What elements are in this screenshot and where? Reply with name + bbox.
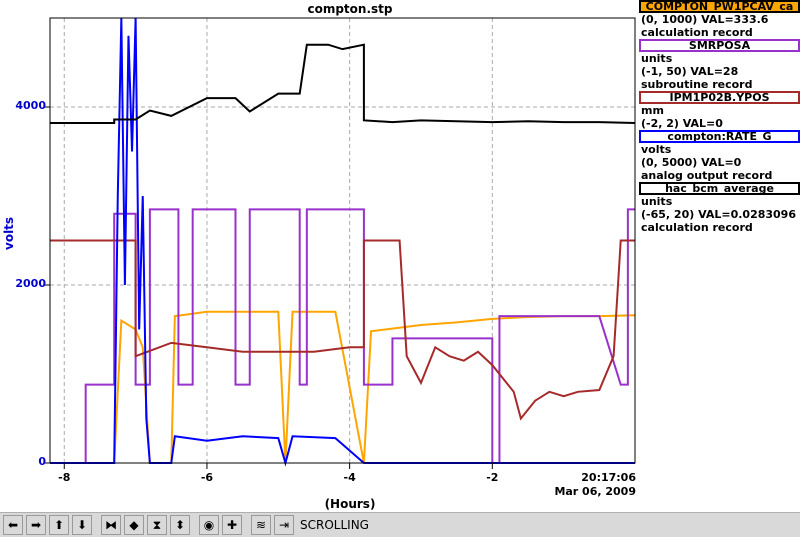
autoscale-icon: ◉ bbox=[203, 518, 215, 532]
timestamp-time: 20:17:06 bbox=[581, 471, 636, 484]
arrow-down-button[interactable]: ⬇ bbox=[72, 515, 92, 535]
y-tick-label: 4000 bbox=[15, 99, 46, 112]
plot-frame bbox=[49, 17, 636, 464]
legend-entry[interactable]: hac_bcm_average units (-65, 20) VAL=0.0283… bbox=[639, 182, 800, 234]
zoom-in-vertical-icon: ⧗ bbox=[152, 518, 162, 532]
legend-detail: subroutine record bbox=[641, 78, 753, 91]
series-line-ipm1p02b-ypos bbox=[50, 239, 635, 421]
y-tick-label: 2000 bbox=[15, 277, 46, 290]
legend-detail: calculation record bbox=[641, 221, 753, 234]
legend-detail: units bbox=[641, 195, 673, 208]
legend-detail: volts bbox=[641, 143, 672, 156]
x-tick-label: -4 bbox=[343, 471, 356, 484]
zoom-in-horizontal-button[interactable]: ⧓ bbox=[101, 515, 121, 535]
arrow-up-button[interactable]: ⬆ bbox=[49, 515, 69, 535]
scroll-mode-button[interactable]: ⇥ bbox=[274, 515, 294, 535]
tick-layer bbox=[45, 106, 493, 469]
arrow-left-icon: ⬅ bbox=[7, 518, 19, 532]
zoom-out-vertical-button[interactable]: ⬍ bbox=[170, 515, 190, 535]
legend-detail: (-1, 50) VAL=28 bbox=[641, 65, 739, 78]
arrow-up-icon: ⬆ bbox=[53, 518, 65, 532]
legend-detail: (0, 1000) VAL=333.6 bbox=[641, 13, 769, 26]
zoom-in-horizontal-icon: ⧓ bbox=[105, 518, 117, 532]
legend-label[interactable]: IPM1P02B.YPOS bbox=[639, 91, 800, 104]
zoom-in-vertical-button[interactable]: ⧗ bbox=[147, 515, 167, 535]
legend-label[interactable]: COMPTON_PW1PCAV_ca bbox=[639, 0, 800, 13]
series-line-hac-bcm-average bbox=[50, 43, 636, 125]
timestamp-date: Mar 06, 2009 bbox=[554, 485, 636, 498]
legend-detail: analog output record bbox=[641, 169, 773, 182]
arrow-right-icon: ➡ bbox=[30, 518, 42, 532]
style-icon: ≋ bbox=[255, 518, 267, 532]
legend-entry[interactable]: IPM1P02B.YPOS mm (-2, 2) VAL=0 bbox=[639, 91, 800, 130]
legend-label[interactable]: SMRPOSA bbox=[639, 39, 800, 52]
legend-detail: (-65, 20) VAL=0.0283096 bbox=[641, 208, 796, 221]
x-tick-label: -6 bbox=[200, 471, 214, 484]
zoom-out-horizontal-icon: ◆ bbox=[129, 518, 139, 532]
scroll-mode-icon: ⇥ bbox=[278, 518, 290, 532]
legend: COMPTON_PW1PCAV_ca (0, 1000) VAL=333.6 cal… bbox=[639, 0, 800, 234]
plot-area[interactable] bbox=[0, 0, 800, 512]
series-layer bbox=[50, 17, 636, 467]
legend-detail: calculation record bbox=[641, 26, 753, 39]
arrow-left-button[interactable]: ⬅ bbox=[3, 515, 23, 535]
legend-detail: (0, 5000) VAL=0 bbox=[641, 156, 742, 169]
legend-detail: units bbox=[641, 52, 673, 65]
x-axis-label: (Hours) bbox=[324, 497, 376, 511]
legend-detail: (-2, 2) VAL=0 bbox=[641, 117, 723, 130]
arrow-down-icon: ⬇ bbox=[76, 518, 88, 532]
x-tick-label: -8 bbox=[58, 471, 71, 484]
x-tick-label: -2 bbox=[486, 471, 499, 484]
add-button[interactable]: ✚ bbox=[222, 515, 242, 535]
toolbar: ⬅ ➡ ⬆ ⬇ ⧓ ◆ ⧗ ⬍ ◉ ✚ ≋ ⇥ SCROLLING bbox=[0, 512, 800, 537]
status-text: SCROLLING bbox=[300, 518, 369, 532]
style-button[interactable]: ≋ bbox=[251, 515, 271, 535]
legend-label[interactable]: hac_bcm_average bbox=[639, 182, 800, 195]
legend-entry[interactable]: compton:RATE_G volts (0, 5000) VAL=0 analog… bbox=[639, 130, 800, 182]
add-icon: ✚ bbox=[226, 518, 238, 532]
zoom-out-horizontal-button[interactable]: ◆ bbox=[124, 515, 144, 535]
series-line-compton-rate-g bbox=[50, 17, 635, 467]
legend-detail: mm bbox=[641, 104, 664, 117]
series-line-compton-pw1pcav-ca bbox=[50, 310, 636, 464]
zoom-out-vertical-icon: ⬍ bbox=[174, 518, 186, 532]
legend-label[interactable]: compton:RATE_G bbox=[639, 130, 800, 143]
arrow-right-button[interactable]: ➡ bbox=[26, 515, 46, 535]
y-tick-label: 0 bbox=[38, 455, 46, 468]
autoscale-button[interactable]: ◉ bbox=[199, 515, 219, 535]
legend-entry[interactable]: SMRPOSA units (-1, 50) VAL=28 subroutine re… bbox=[639, 39, 800, 91]
chart-title: compton.stp bbox=[307, 2, 393, 16]
legend-entry[interactable]: COMPTON_PW1PCAV_ca (0, 1000) VAL=333.6 cal… bbox=[639, 0, 800, 39]
